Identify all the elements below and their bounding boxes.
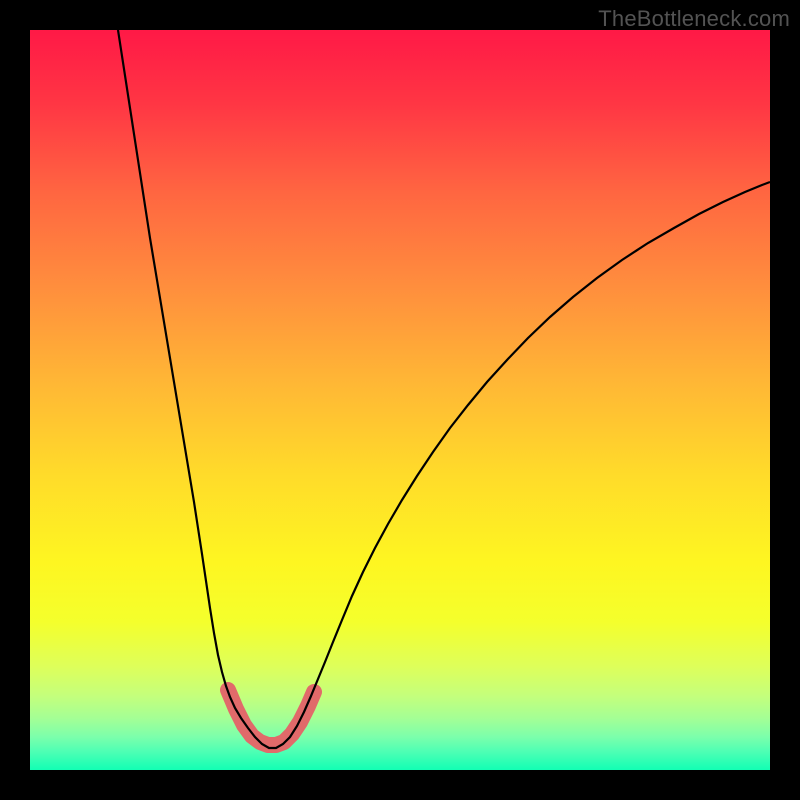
chart-plot-area — [30, 30, 770, 770]
watermark-text: TheBottleneck.com — [598, 6, 790, 32]
gradient-background — [30, 30, 770, 770]
